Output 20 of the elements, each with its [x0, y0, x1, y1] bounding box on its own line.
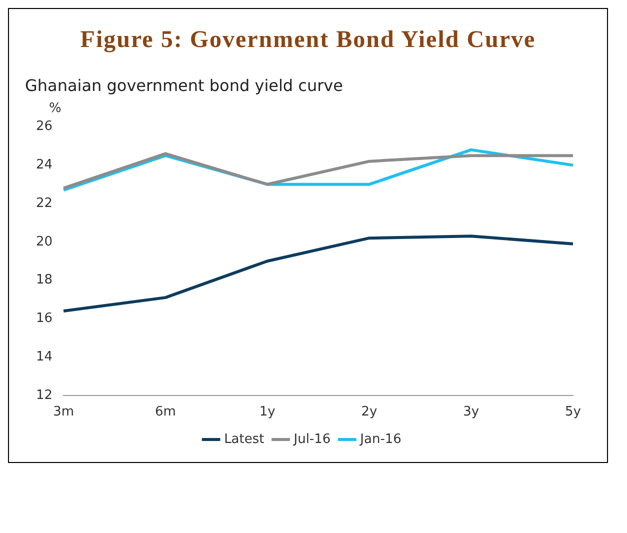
- chart-title: Figure 5: Government Bond Yield Curve: [79, 27, 537, 54]
- y-tick-label: 14: [36, 349, 53, 364]
- y-tick-label: 16: [36, 311, 53, 326]
- x-tick-label: 3m: [53, 404, 74, 420]
- legend-label: Jul-16: [292, 432, 331, 447]
- x-tick-label: 5y: [565, 404, 582, 420]
- x-tick-label: 2y: [361, 404, 378, 420]
- x-tick-label: 1y: [259, 404, 276, 420]
- y-tick-label: 22: [36, 196, 53, 211]
- y-axis-title: %: [49, 101, 62, 116]
- y-tick-label: 20: [36, 234, 53, 250]
- legend-label: Latest: [224, 432, 264, 447]
- legend-label: Jan-16: [359, 432, 402, 447]
- x-tick-label: 6m: [154, 404, 176, 420]
- y-tick-label: 26: [36, 119, 53, 134]
- chart-subtitle: Ghanaian government bond yield curve: [25, 76, 344, 95]
- x-tick-label: 3y: [463, 404, 480, 420]
- y-tick-label: 24: [36, 158, 53, 173]
- y-tick-label: 18: [36, 272, 53, 288]
- y-tick-label: 12: [36, 388, 53, 403]
